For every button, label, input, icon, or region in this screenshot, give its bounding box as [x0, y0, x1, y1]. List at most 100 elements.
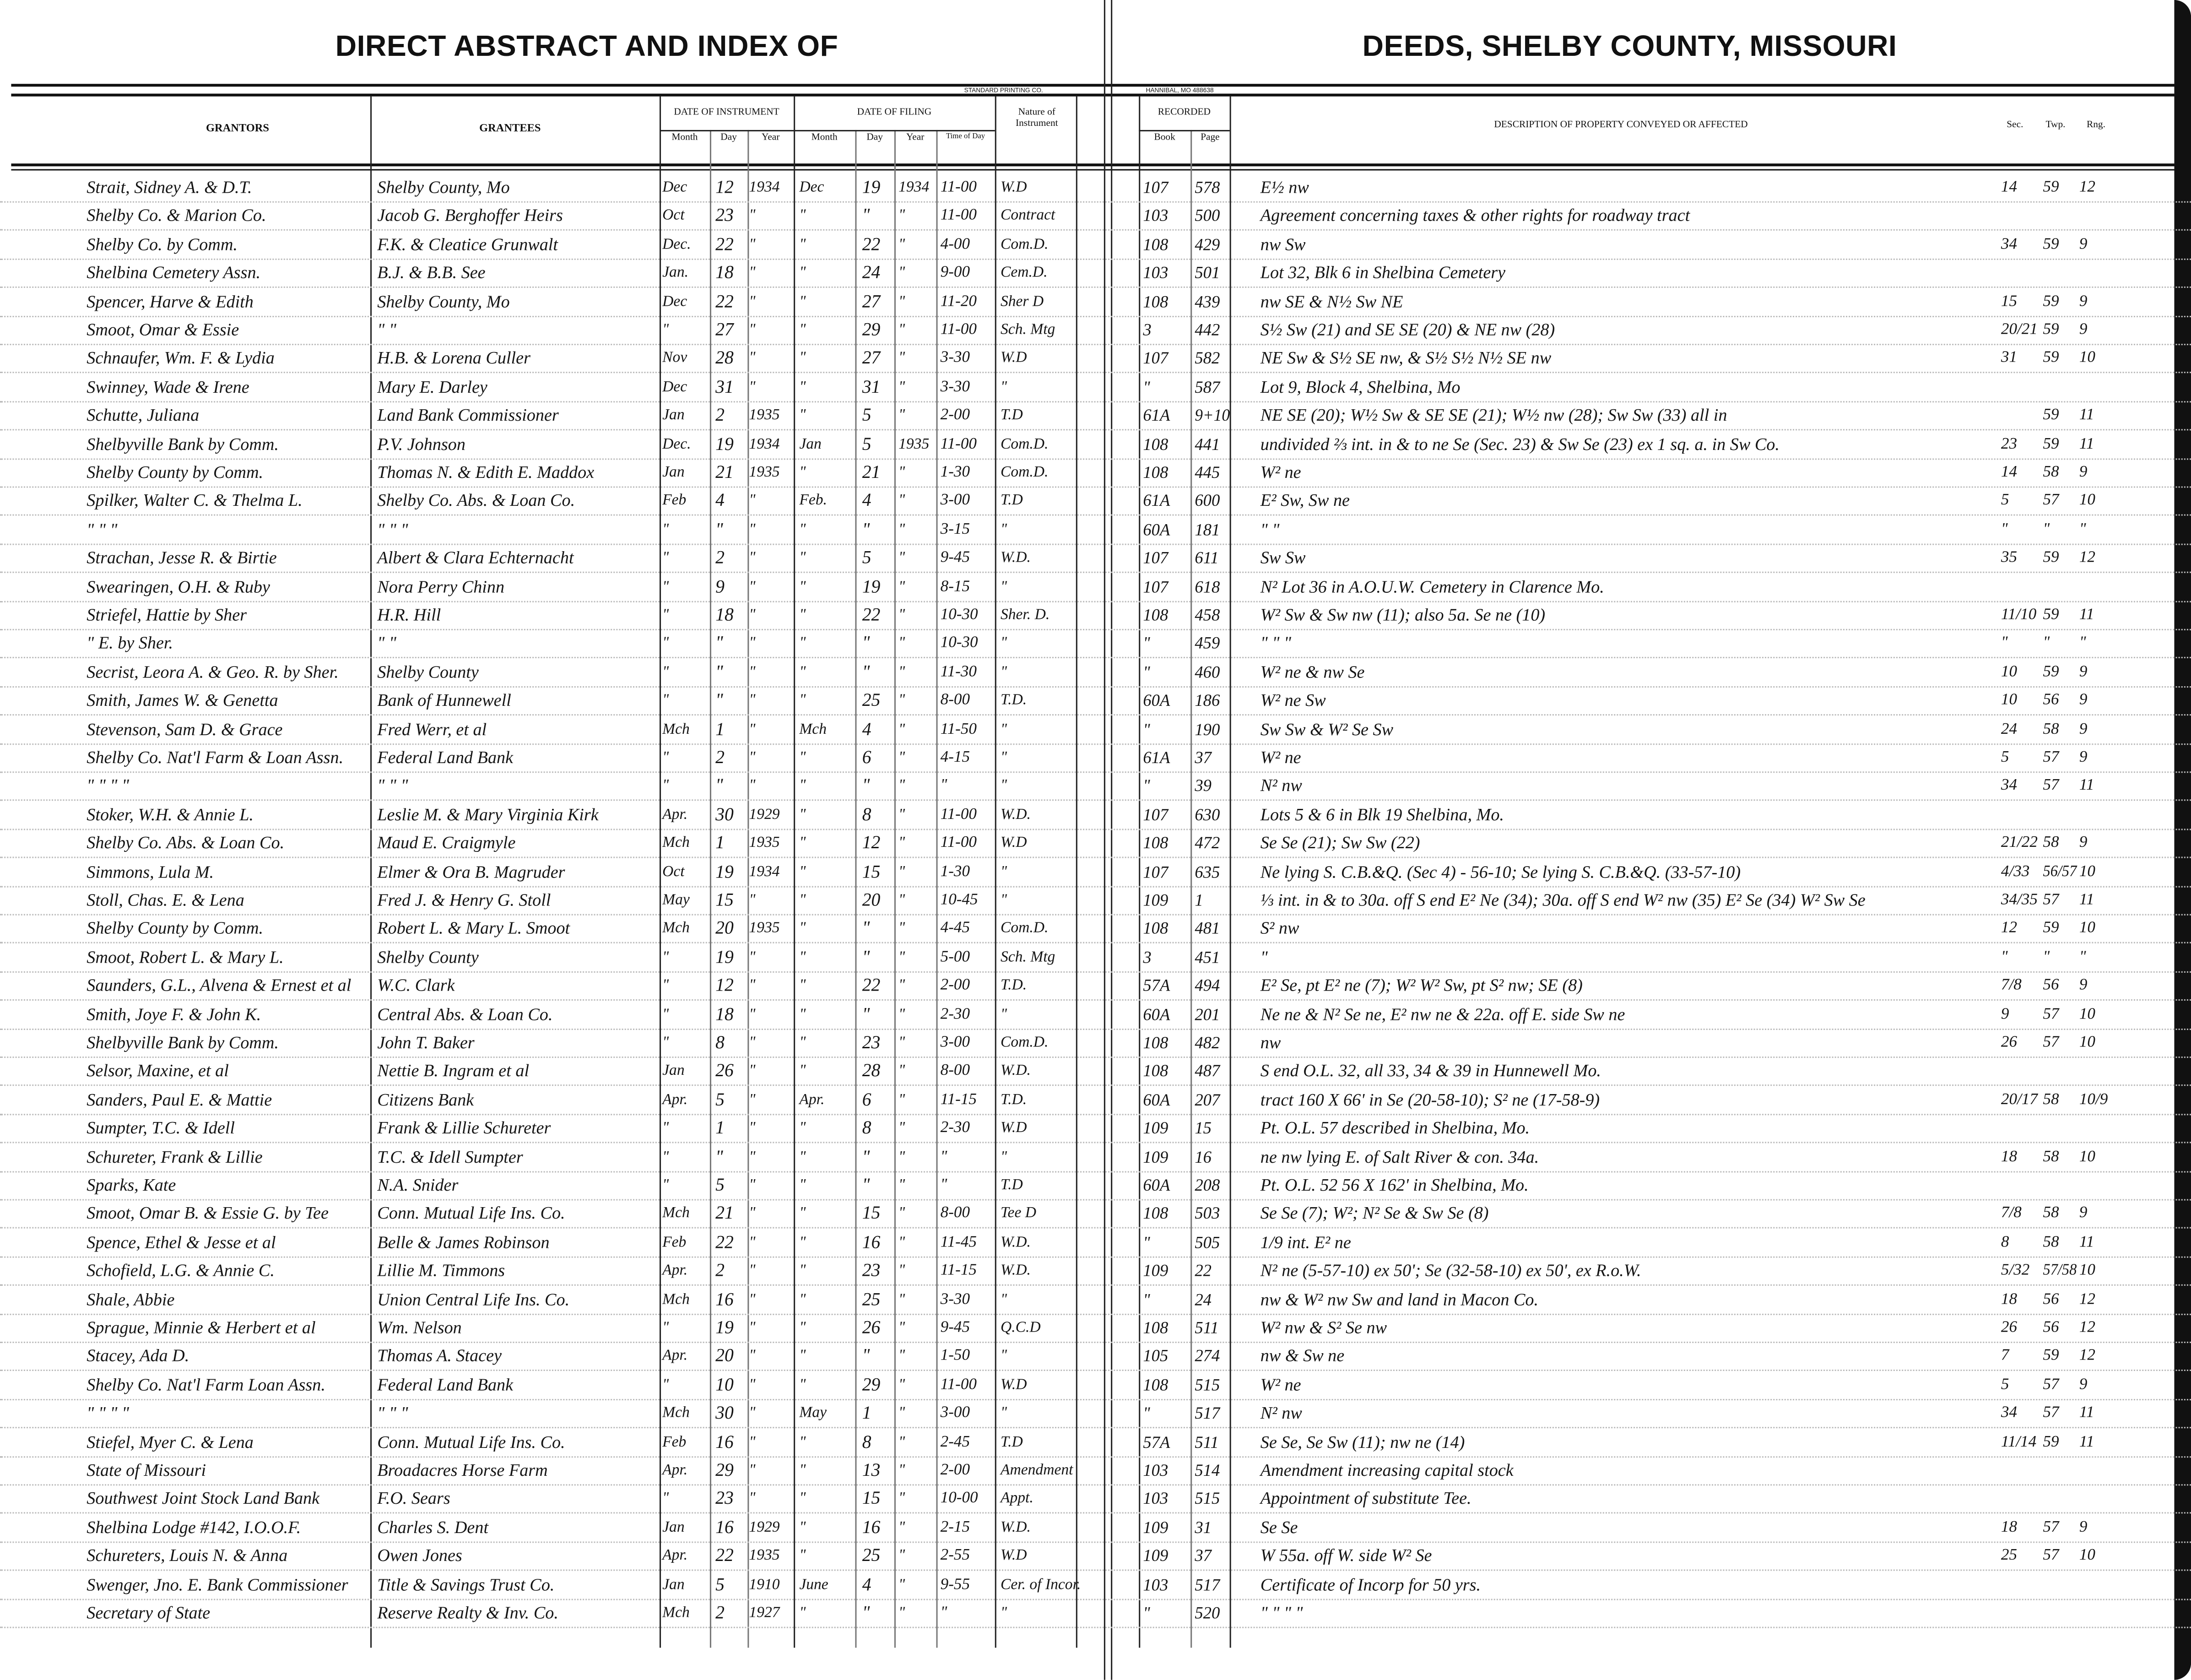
- filing-time: 1-30: [940, 863, 970, 880]
- filing-day: 15: [862, 860, 881, 882]
- filing-day: 6: [862, 1088, 871, 1110]
- record-book: 109: [1143, 1517, 1169, 1537]
- grantee: Lillie M. Timmons: [377, 1261, 505, 1281]
- record-page: 31: [1195, 1517, 1212, 1537]
- township: 58: [2043, 1205, 2059, 1222]
- instrument-nature: Com.D.: [1000, 236, 1049, 253]
- grantor: State of Missouri: [87, 1460, 206, 1480]
- instrument-nature: Sch. Mtg: [1000, 321, 1055, 338]
- page-title-left: DIRECT ABSTRACT AND INDEX OF: [335, 31, 839, 63]
- instrument-nature: W.D: [1000, 1120, 1027, 1137]
- table-row: Smith, Joye F. & John K. Central Abs. & L…: [0, 1000, 2191, 1030]
- filing-year: ": [898, 721, 905, 737]
- record-book: 61A: [1143, 491, 1170, 511]
- filing-year: ": [898, 1404, 905, 1422]
- filing-time: 3-30: [940, 378, 970, 396]
- instrument-nature: ": [1000, 863, 1007, 880]
- instrument-month: ": [662, 1176, 669, 1194]
- instrument-nature: Com.D.: [1000, 435, 1049, 452]
- record-page: 201: [1195, 1004, 1220, 1024]
- property-description: Se Se (7); W²; N² Se & Sw Se (8): [1260, 1203, 1489, 1224]
- range: 9: [2079, 749, 2088, 766]
- header-description: DESCRIPTION OF PROPERTY CONVEYED OR AFFE…: [1494, 119, 1748, 130]
- record-page: 441: [1195, 434, 1220, 454]
- section: 24: [2001, 721, 2018, 737]
- instrument-year: ": [749, 1433, 756, 1450]
- filing-year: ": [898, 207, 905, 224]
- record-book: ": [1143, 1403, 1150, 1423]
- filing-time: 11-30: [940, 663, 977, 681]
- record-page: 500: [1195, 206, 1220, 226]
- instrument-month: Mch: [662, 1404, 690, 1422]
- property-description: W² ne: [1260, 748, 1301, 768]
- property-description: Lots 5 & 6 in Blk 19 Shelbina, Mo.: [1260, 804, 1504, 824]
- record-page: 587: [1195, 377, 1220, 397]
- instrument-day: 29: [715, 1459, 734, 1480]
- instrument-year: ": [749, 207, 756, 224]
- filing-time: 3-00: [940, 1404, 970, 1422]
- record-book: 3: [1143, 947, 1152, 967]
- record-page: 494: [1195, 975, 1220, 996]
- instrument-month: Dec: [662, 378, 687, 396]
- record-page: 517: [1195, 1574, 1220, 1594]
- table-row: Schofield, L.G. & Annie C. Lillie M. Timm…: [0, 1257, 2191, 1286]
- table-row: Schnaufer, Wm. F. & Lydia H.B. & Lorena C…: [0, 344, 2191, 374]
- grantee: F.K. & Cleatice Grunwalt: [377, 234, 558, 255]
- filing-day: 4: [862, 489, 871, 511]
- instrument-month: ": [662, 977, 669, 994]
- township: 56: [2043, 692, 2059, 709]
- filing-time: 11-00: [940, 835, 977, 851]
- section: 5: [2001, 1376, 2009, 1393]
- filing-day: 15: [862, 1487, 881, 1509]
- record-book: ": [1143, 662, 1150, 682]
- filing-year: ": [898, 264, 905, 282]
- header-sec: Sec.: [2007, 119, 2023, 130]
- grantor: Shelby Co. Nat'l Farm & Loan Assn.: [87, 748, 344, 768]
- section: 15: [2001, 293, 2018, 310]
- grantor: Southwest Joint Stock Land Bank: [87, 1489, 320, 1509]
- filing-year: ": [898, 977, 905, 994]
- grantee: Wm. Nelson: [377, 1317, 462, 1338]
- grantor: Striefel, Hattie by Sher: [87, 605, 247, 625]
- filing-month: ": [799, 692, 806, 709]
- filing-day: ": [862, 1003, 870, 1024]
- table-row: Shelby County by Comm. Thomas N. & Edith …: [0, 458, 2191, 488]
- instrument-day: 19: [715, 1316, 734, 1338]
- range: 9: [2079, 464, 2088, 481]
- record-page: 511: [1195, 1432, 1219, 1452]
- range: 10: [2079, 1547, 2095, 1564]
- grantor: Shelby Co. Abs. & Loan Co.: [87, 833, 285, 853]
- instrument-day: 10: [715, 1373, 734, 1395]
- grantee: Shelby County: [377, 947, 479, 967]
- township: 57/58: [2043, 1262, 2077, 1279]
- section: 21/22: [2001, 835, 2038, 851]
- record-page: 207: [1195, 1089, 1220, 1110]
- township: 59: [2043, 435, 2059, 452]
- township: ": [2043, 635, 2050, 652]
- grantee: Thomas A. Stacey: [377, 1346, 502, 1366]
- record-page: 600: [1195, 491, 1220, 511]
- section: 26: [2001, 1034, 2018, 1051]
- filing-time: ": [940, 1148, 947, 1165]
- record-book: 107: [1143, 804, 1169, 824]
- property-description: nw SE & N½ Sw NE: [1260, 291, 1403, 311]
- range: 10: [2079, 492, 2095, 509]
- instrument-nature: W.D: [1000, 1376, 1027, 1393]
- filing-time: 2-45: [940, 1433, 970, 1450]
- section: ": [2001, 635, 2008, 652]
- filing-year: ": [898, 578, 905, 595]
- filing-day: 5: [862, 404, 871, 425]
- filing-day: ": [862, 1601, 870, 1623]
- header-grantors: GRANTORS: [206, 121, 269, 135]
- township: 59: [2043, 607, 2059, 623]
- grantee: Federal Land Bank: [377, 748, 514, 768]
- filing-year: ": [898, 835, 905, 851]
- instrument-day: 2: [715, 547, 725, 568]
- filing-year: ": [898, 1034, 905, 1051]
- filing-month: ": [799, 321, 806, 338]
- filing-time: 11-20: [940, 293, 977, 310]
- instrument-year: 1934: [749, 179, 780, 196]
- property-description: W² Sw & Sw nw (11); also 5a. Se ne (10): [1260, 605, 1546, 625]
- instrument-nature: T.D.: [1000, 1091, 1027, 1108]
- grantee: Shelby Co. Abs. & Loan Co.: [377, 491, 575, 511]
